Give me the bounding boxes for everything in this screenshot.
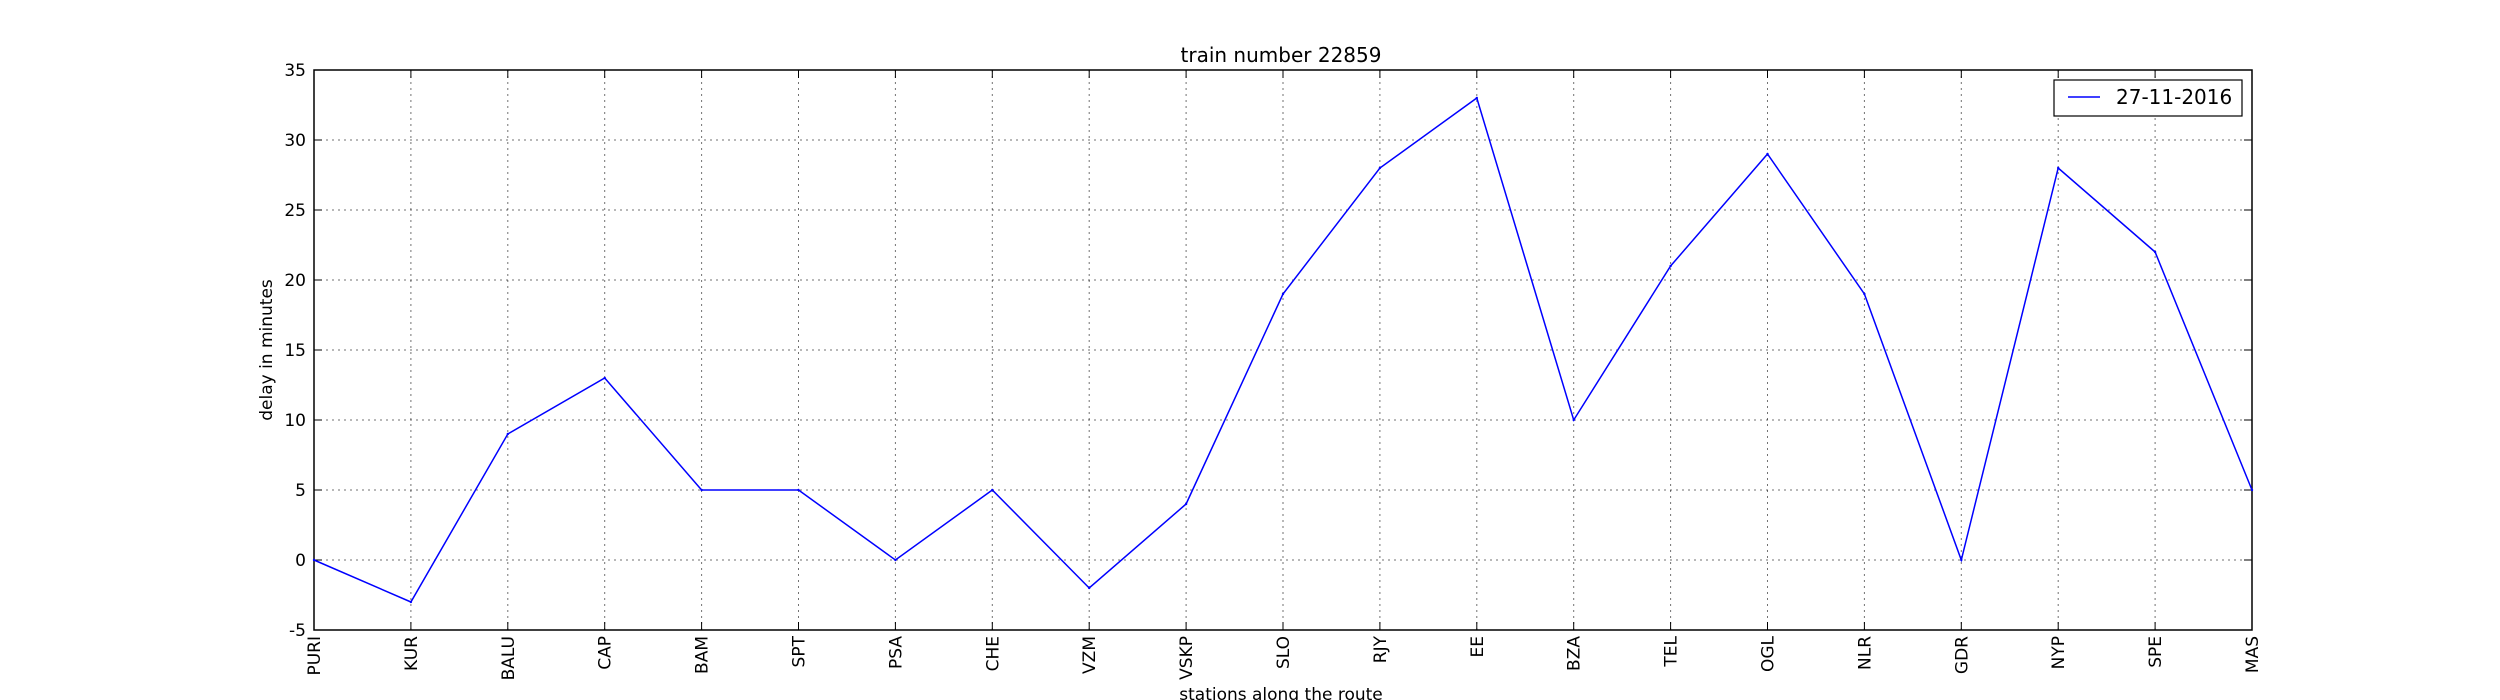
x-tick-label: SLO xyxy=(1274,636,1294,669)
legend-box xyxy=(2053,79,2243,117)
y-tick-label: 35 xyxy=(284,61,306,81)
data-point-bza xyxy=(1572,418,1575,422)
x-tick-label: BZA xyxy=(1565,636,1585,671)
x-tick-label: CHE xyxy=(983,636,1003,671)
data-point-kur xyxy=(409,600,413,604)
x-tick-label: GDR xyxy=(1952,636,1972,674)
x-tick-label: KUR xyxy=(402,636,422,671)
data-point-mas xyxy=(2250,488,2254,492)
series-layer xyxy=(312,96,2254,604)
axis-ticks xyxy=(313,69,2253,631)
data-point-nlr xyxy=(1863,292,1866,296)
data-point-rjy xyxy=(1378,166,1382,170)
y-tick-label: 10 xyxy=(284,411,306,431)
data-point-puri xyxy=(312,558,316,562)
data-point-balu xyxy=(506,432,509,436)
y-tick-label: 5 xyxy=(295,481,306,501)
x-tick-label: PSA xyxy=(886,636,906,669)
legend: 27-11-2016 xyxy=(2053,79,2243,117)
y-tick-labels: -5 0 5 10 15 20 25 30 35 xyxy=(284,61,306,641)
x-tick-labels: PURI KUR BALU CAP BAM SPT PSA CHE VZM VSKP SLO RJY E… xyxy=(305,635,2263,680)
x-axis-label: stations along the route xyxy=(1179,685,1383,700)
y-tick-label: 25 xyxy=(284,201,306,221)
y-tick-label: 20 xyxy=(284,271,306,291)
data-point-cap xyxy=(603,376,606,380)
data-point-psa xyxy=(894,558,897,562)
x-tick-label: NLR xyxy=(1855,636,1875,670)
x-tick-label: EE xyxy=(1468,636,1488,657)
x-tick-label: TEL xyxy=(1662,635,1682,667)
y-tick-label: 30 xyxy=(284,131,306,151)
x-tick-label: VSKP xyxy=(1177,636,1197,680)
y-tick-label: 15 xyxy=(284,341,306,361)
x-tick-label: MAS xyxy=(2243,636,2263,673)
data-point-bam xyxy=(700,488,703,492)
data-point-spe xyxy=(2153,250,2157,254)
data-point-nyp xyxy=(2057,166,2060,170)
data-point-vzm xyxy=(1088,586,1091,590)
x-tick-label: BALU xyxy=(499,636,519,680)
data-point-ogl xyxy=(1766,152,1769,156)
legend-label: 27-11-2016 xyxy=(2116,85,2232,109)
y-tick-label: -5 xyxy=(289,621,306,641)
x-tick-label: SPT xyxy=(790,635,810,667)
x-tick-label: SPE xyxy=(2146,636,2166,668)
grid-lines xyxy=(313,69,2253,631)
data-point-che xyxy=(991,488,994,492)
chart-title: train number 22859 xyxy=(1181,43,1382,67)
y-axis-label: delay in minutes xyxy=(257,279,277,421)
x-tick-label: CAP xyxy=(596,636,616,670)
x-tick-label: BAM xyxy=(693,636,713,674)
data-point-vskp xyxy=(1184,502,1188,506)
x-tick-label: OGL xyxy=(1759,635,1779,672)
x-tick-label: PURI xyxy=(305,636,325,676)
data-point-slo xyxy=(1281,292,1285,296)
x-tick-label: RJY xyxy=(1371,635,1391,663)
x-tick-label: NYP xyxy=(2049,636,2069,669)
x-tick-label: VZM xyxy=(1080,636,1100,674)
y-tick-label: 0 xyxy=(295,551,306,571)
data-point-gdr xyxy=(1960,558,1963,562)
data-point-spt xyxy=(797,488,800,492)
data-point-ee xyxy=(1475,96,1479,100)
data-point-tel xyxy=(1669,264,1672,268)
